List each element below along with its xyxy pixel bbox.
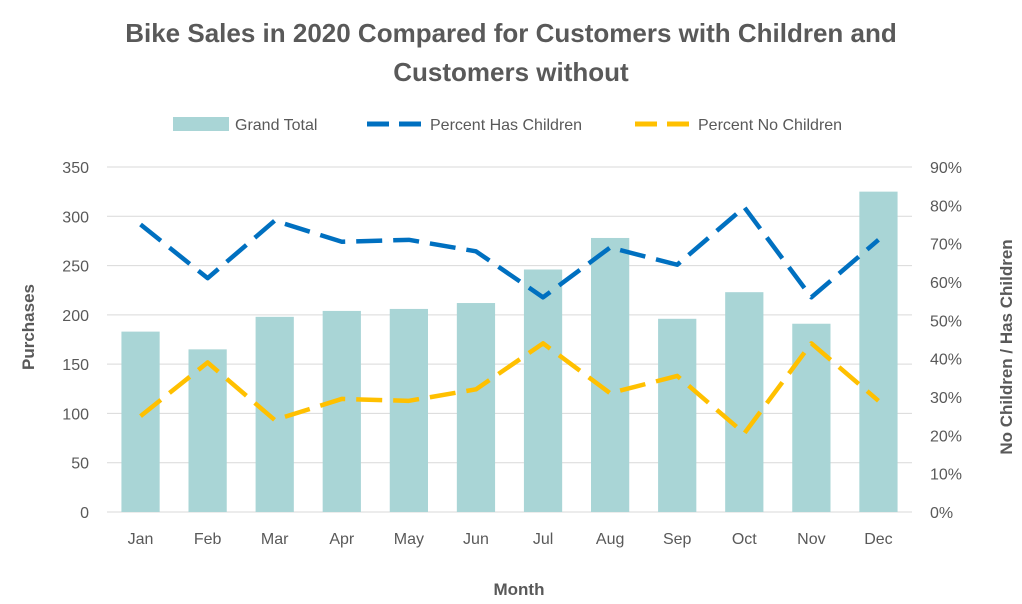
line-series	[139, 205, 880, 436]
legend-label: Grand Total	[235, 117, 317, 134]
gridlines	[107, 166, 912, 513]
x-tick-label: Dec	[864, 531, 892, 548]
x-axis-title: Month	[494, 580, 545, 599]
y2-tick-label: 70%	[930, 237, 962, 254]
legend-label: Percent Has Children	[430, 117, 582, 134]
chart-title-line: Bike Sales in 2020 Compared for Customer…	[125, 18, 897, 48]
y-tick-label: 350	[62, 160, 89, 177]
bar-may	[389, 308, 428, 512]
bar-jan	[121, 331, 160, 512]
y-tick-label: 150	[62, 357, 89, 374]
y-axis-left: 0 50 100 150 200 250 300 350	[62, 160, 89, 522]
legend-label: Percent No Children	[698, 117, 842, 134]
bar-series	[121, 191, 898, 512]
y2-tick-label: 20%	[930, 428, 962, 445]
x-axis: Jan Feb Mar Apr May Jun Jul Aug Sep Oct Nov Dec	[128, 531, 893, 548]
legend-item: Grand Total	[173, 117, 317, 134]
y2-tick-label: 80%	[930, 198, 962, 215]
x-tick-label: Feb	[194, 531, 222, 548]
x-tick-label: Nov	[797, 531, 825, 548]
legend: Grand Total Percent Has Children Percent N…	[173, 117, 842, 134]
x-tick-label: May	[394, 531, 424, 548]
legend-item: Percent No Children	[635, 117, 842, 134]
y-tick-label: 0	[80, 505, 89, 522]
x-tick-label: Sep	[663, 531, 692, 548]
bar-jun	[456, 303, 496, 512]
x-tick-label: Mar	[261, 531, 289, 548]
y-axis-title: Purchases	[19, 284, 38, 370]
legend-item: Percent Has Children	[367, 117, 582, 134]
legend-swatch	[173, 117, 229, 131]
x-tick-label: Jul	[533, 531, 553, 548]
y-tick-label: 250	[62, 259, 89, 276]
y2-axis-title: No Children / Has Children	[997, 239, 1016, 454]
y2-tick-label: 90%	[930, 160, 962, 177]
line-percent-no-children	[139, 341, 880, 436]
bar-oct	[725, 292, 764, 512]
y2-tick-label: 0%	[930, 505, 953, 522]
y2-tick-label: 30%	[930, 390, 962, 407]
bar-dec	[859, 191, 898, 512]
bar-feb	[188, 349, 227, 512]
bar-apr	[322, 310, 361, 512]
bar-jul	[523, 269, 563, 512]
x-tick-label: Oct	[732, 531, 757, 548]
x-tick-label: Jun	[463, 531, 489, 548]
bar-aug	[591, 237, 630, 512]
x-tick-label: Apr	[329, 531, 355, 548]
x-tick-label: Jan	[128, 531, 154, 548]
chart-title-line: Customers without	[393, 57, 629, 87]
y-tick-label: 300	[62, 209, 89, 226]
y-tick-label: 50	[71, 456, 89, 473]
y2-tick-label: 40%	[930, 352, 962, 369]
y-tick-label: 200	[62, 308, 89, 325]
y2-tick-label: 10%	[930, 467, 962, 484]
line-percent-has-children	[139, 205, 880, 300]
y2-tick-label: 60%	[930, 275, 962, 292]
x-tick-label: Aug	[596, 531, 624, 548]
y-tick-label: 100	[62, 406, 89, 423]
y2-tick-label: 50%	[930, 313, 962, 330]
chart-title: Bike Sales in 2020 Compared for Customer…	[125, 18, 897, 87]
bar-sep	[658, 318, 697, 512]
y-axis-right: 0% 10% 20% 30% 40% 50% 60% 70% 80% 90%	[930, 160, 962, 522]
